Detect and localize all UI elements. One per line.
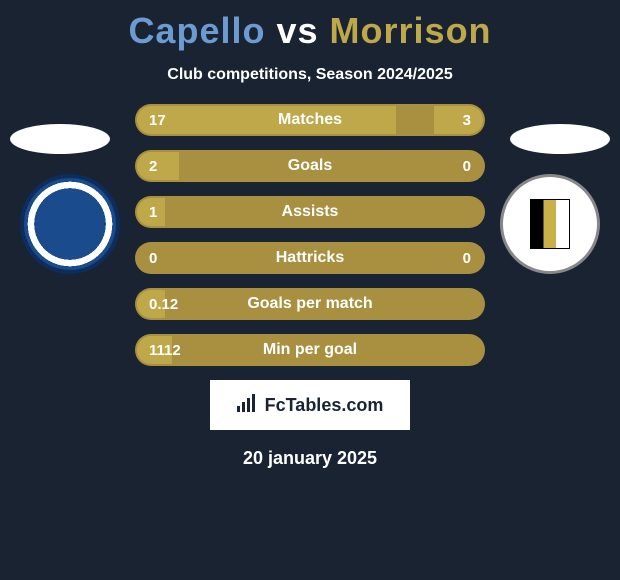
crest-shield-icon <box>530 199 570 249</box>
stat-row: 1112Min per goal <box>135 334 485 366</box>
stat-label: Goals <box>135 157 485 175</box>
brand-text: FcTables.com <box>265 395 384 416</box>
player2-name: Morrison <box>330 10 492 51</box>
player2-placeholder-oval <box>510 124 610 154</box>
main-panel: 17Matches32Goals01Assists0Hattricks00.12… <box>0 104 620 366</box>
vs-label: vs <box>276 10 318 51</box>
stat-value-right: 0 <box>463 250 471 267</box>
stat-value-right: 3 <box>463 112 471 129</box>
stat-value-right: 0 <box>463 158 471 175</box>
player1-name: Capello <box>128 10 265 51</box>
player2-club-crest <box>500 174 600 274</box>
chart-icon <box>237 394 257 417</box>
stat-row: 0.12Goals per match <box>135 288 485 320</box>
stat-label: Min per goal <box>135 341 485 359</box>
stat-row: 0Hattricks0 <box>135 242 485 274</box>
player1-club-crest <box>20 174 120 274</box>
player1-placeholder-oval <box>10 124 110 154</box>
stat-label: Matches <box>135 111 485 129</box>
footer-date: 20 january 2025 <box>0 448 620 469</box>
stat-label: Goals per match <box>135 295 485 313</box>
stat-label: Assists <box>135 203 485 221</box>
stat-row: 2Goals0 <box>135 150 485 182</box>
stat-row: 17Matches3 <box>135 104 485 136</box>
brand-box: FcTables.com <box>210 380 410 430</box>
comparison-title: Capello vs Morrison <box>0 0 620 52</box>
stat-row: 1Assists <box>135 196 485 228</box>
subtitle: Club competitions, Season 2024/2025 <box>0 66 620 84</box>
stat-label: Hattricks <box>135 249 485 267</box>
stats-container: 17Matches32Goals01Assists0Hattricks00.12… <box>135 104 485 366</box>
